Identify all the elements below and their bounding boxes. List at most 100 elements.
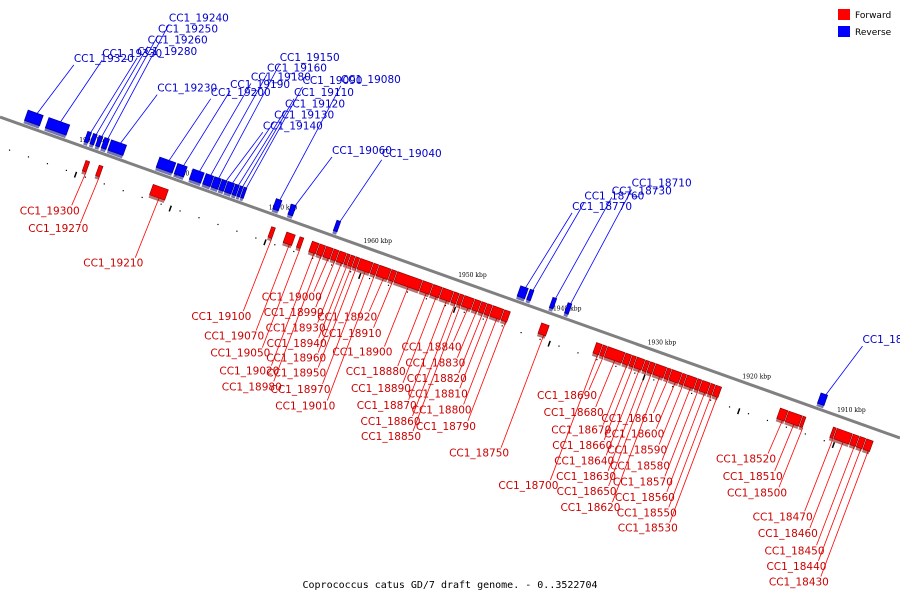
- forward-gene: [711, 384, 723, 401]
- forward-gene-label: CC1_18430: [769, 577, 829, 589]
- reverse-gene-label: CC1_19160: [267, 62, 327, 74]
- tick-minor-mark: [274, 244, 276, 246]
- forward-gene: [282, 231, 296, 249]
- reverse-gene-label: CC1_19280: [137, 46, 197, 58]
- forward-gene: [321, 245, 334, 262]
- gene-shadow: [816, 403, 824, 409]
- gene-shadow: [693, 389, 699, 394]
- gene-shadow: [374, 275, 388, 283]
- forward-gene-leader: [71, 172, 87, 206]
- forward-gene-leader: [315, 260, 336, 308]
- tick-mark: [263, 239, 267, 246]
- gene-shadow: [455, 304, 461, 309]
- forward-gene-label: CC1_19010: [275, 400, 335, 412]
- tick-minor-mark: [368, 277, 371, 280]
- forward-gene-label: CC1_18860: [361, 416, 421, 428]
- forward-gene-leader: [270, 253, 315, 366]
- forward-gene-leader: [608, 373, 652, 487]
- forward-gene-label: CC1_18500: [727, 487, 787, 499]
- reverse-gene-label: CC1_18480: [863, 334, 900, 346]
- forward-gene: [356, 258, 374, 276]
- gene-shadow: [235, 196, 240, 200]
- forward-gene-label: CC1_18580: [610, 460, 670, 472]
- gene-shadow: [667, 379, 679, 387]
- forward-gene-label: CC1_18990: [264, 307, 324, 319]
- gene-shadow: [449, 302, 456, 307]
- gene-shadow: [832, 438, 849, 447]
- gene-shadow: [627, 365, 633, 370]
- gene-shadow: [460, 305, 471, 313]
- gene-shadow: [266, 236, 272, 242]
- tick-minor-mark: [217, 223, 219, 226]
- forward-gene-leader: [453, 308, 469, 342]
- gene-labels: CC1_19320CC1_19330CC1_19280CC1_19260CC1_…: [20, 12, 900, 588]
- tick-minor-mark: [747, 413, 750, 415]
- forward-gene-leader: [412, 305, 461, 432]
- reverse-gene-leader: [180, 90, 231, 171]
- reverse-gene-leader: [207, 74, 268, 181]
- forward-gene-leader: [463, 318, 498, 405]
- forward-gene-leader: [384, 286, 409, 347]
- tick-minor-mark: [179, 210, 181, 212]
- forward-gene-leader: [820, 451, 869, 577]
- forward-gene-leader: [459, 315, 489, 389]
- gene-shadow: [94, 145, 100, 150]
- tick-minor-mark: [634, 372, 636, 374]
- forward-gene-label: CC1_18850: [361, 431, 421, 443]
- gene-shadow: [106, 150, 123, 159]
- forward-gene-leader: [550, 354, 598, 481]
- forward-gene: [632, 356, 646, 373]
- reverse-gene-label: CC1_19040: [382, 148, 442, 160]
- reverse-gene-label: CC1_18760: [584, 190, 644, 202]
- reverse-gene: [223, 180, 236, 197]
- forward-gene-label: CC1_19050: [210, 348, 270, 360]
- forward-gene: [598, 344, 608, 360]
- forward-gene: [335, 250, 347, 267]
- forward-gene: [374, 264, 392, 283]
- tick-mark: [736, 408, 741, 415]
- reverse-gene-label: CC1_19320: [74, 53, 134, 65]
- reverse-gene-label: CC1_19240: [169, 12, 229, 24]
- forward-gene: [706, 383, 716, 398]
- forward-gene-label: CC1_18570: [613, 476, 673, 488]
- gene-shadow: [563, 313, 569, 318]
- forward-gene-leader: [368, 278, 384, 312]
- gene-shadow: [23, 120, 40, 129]
- forward-gene-label: CC1_19020: [219, 366, 279, 378]
- forward-gene-label: CC1_18560: [615, 492, 675, 504]
- gene-shadow: [88, 143, 94, 148]
- reverse-gene-label: CC1_19330: [102, 48, 162, 60]
- forward-gene-leader: [818, 448, 862, 561]
- gene-shadow: [387, 279, 394, 285]
- forward-gene-label: CC1_18460: [758, 528, 818, 540]
- forward-gene-leader: [79, 176, 100, 224]
- tick-minor-mark: [520, 331, 522, 334]
- reverse-gene-label: CC1_19250: [158, 23, 218, 35]
- tick-mark: [452, 306, 457, 313]
- forward-gene-label: CC1_19300: [20, 205, 80, 217]
- reverse-gene: [83, 130, 92, 146]
- forward-gene: [798, 415, 807, 431]
- forward-gene-label: CC1_18630: [556, 471, 616, 483]
- forward-gene-leader: [467, 321, 507, 422]
- tick-minor-mark: [293, 250, 295, 253]
- reverse-gene: [100, 137, 110, 153]
- forward-gene: [536, 322, 550, 339]
- reverse-gene: [106, 139, 128, 159]
- gene-shadow: [230, 194, 236, 199]
- tick-mark: [358, 273, 362, 280]
- forward-gene: [698, 379, 711, 397]
- forward-gene-label: CC1_18800: [412, 405, 472, 417]
- reverse-gene-leader: [567, 189, 633, 309]
- forward-gene-leader: [322, 271, 366, 385]
- forward-gene-leader: [607, 371, 647, 472]
- forward-gene: [342, 253, 351, 268]
- tick-minor-mark: [804, 433, 806, 435]
- reverse-gene: [230, 183, 240, 199]
- tick-minor-mark: [27, 156, 30, 158]
- reverse-gene-label: CC1_19060: [332, 145, 392, 157]
- gene-shadow: [488, 316, 501, 323]
- tick-label: 1930 kbp: [648, 339, 677, 346]
- forward-gene: [591, 342, 603, 358]
- reverse-gene-leader: [336, 159, 383, 227]
